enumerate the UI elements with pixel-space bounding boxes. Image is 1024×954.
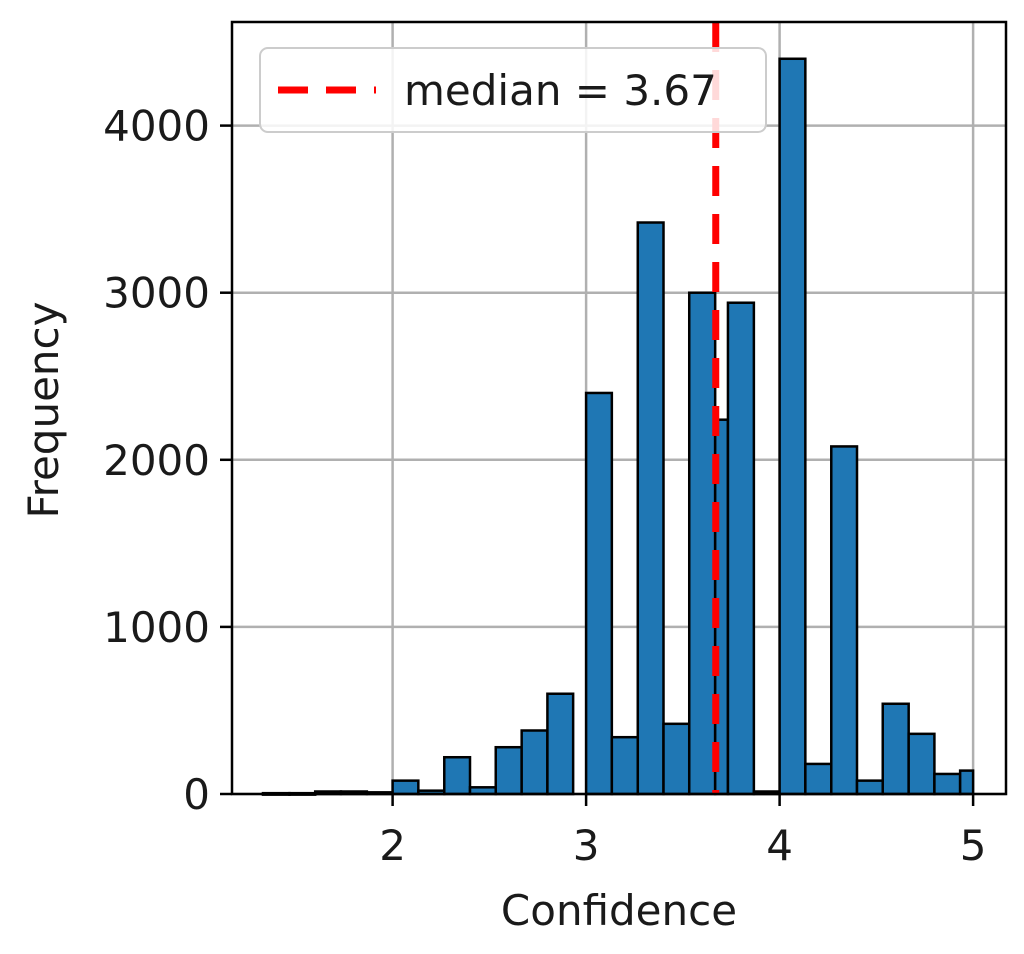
y-tick-label: 1000 <box>103 603 210 652</box>
y-axis-label: Frequency <box>19 302 68 519</box>
histogram-bar <box>391 779 420 796</box>
plot-frame <box>230 20 1008 796</box>
histogram-bar <box>687 291 717 796</box>
histogram-bar <box>520 729 549 796</box>
x-tick-label: 5 <box>960 821 987 870</box>
axis-ticks: 2 3 4 5 0 1000 2000 3000 4000 <box>103 102 986 870</box>
x-tick-label: 4 <box>766 821 793 870</box>
legend-box <box>259 47 767 133</box>
y-tick-label: 4000 <box>103 102 210 151</box>
histogram-bar <box>636 221 665 796</box>
histogram-bar <box>830 445 859 796</box>
y-tick-label: 2000 <box>103 436 210 485</box>
histogram-bar <box>778 57 807 796</box>
legend-label-median: median = 3.67 <box>404 66 717 115</box>
y-tick-label: 0 <box>183 770 210 819</box>
histogram-bar <box>443 755 472 796</box>
histogram-bars <box>261 57 975 796</box>
histogram-bar <box>546 692 575 796</box>
x-tick-label: 3 <box>573 821 600 870</box>
histogram-bar <box>726 301 756 796</box>
histogram-bar <box>494 745 523 796</box>
histogram-bar <box>855 779 884 796</box>
x-tick-label: 2 <box>379 821 406 870</box>
y-tick-label: 3000 <box>103 269 210 318</box>
histogram-bar <box>907 732 936 796</box>
histogram-bar <box>662 722 691 796</box>
histogram-bar <box>933 772 962 796</box>
histogram-bar <box>804 762 833 796</box>
histogram-bar <box>610 735 640 796</box>
histogram-bar <box>958 769 975 796</box>
legend: median = 3.67 <box>259 47 767 133</box>
histogram-bar <box>881 702 910 796</box>
x-axis-label: Confidence <box>501 886 737 935</box>
histogram-bar <box>584 391 614 796</box>
plot-background <box>232 22 1006 794</box>
